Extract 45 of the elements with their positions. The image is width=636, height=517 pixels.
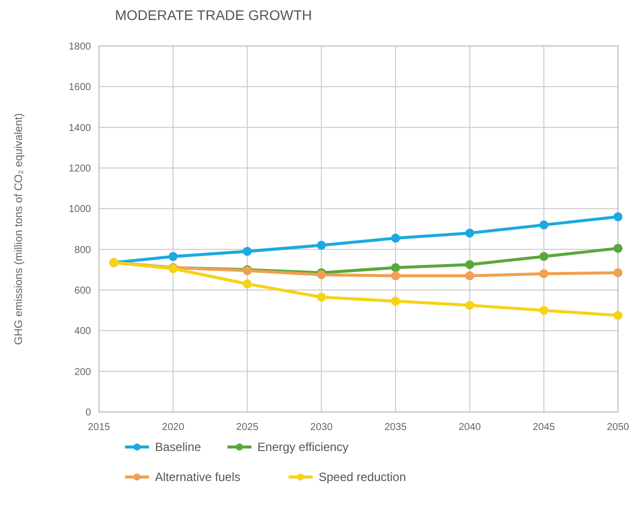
chart-title: MODERATE TRADE GROWTH xyxy=(115,7,312,23)
y-tick-label: 1600 xyxy=(68,82,92,94)
point xyxy=(539,306,548,315)
point xyxy=(316,240,326,250)
x-tick-label: 2020 xyxy=(162,422,185,433)
legend-label: Speed reduction xyxy=(318,470,406,484)
point xyxy=(242,279,252,288)
point xyxy=(168,252,178,261)
point xyxy=(391,296,400,306)
y-tick-label: 1800 xyxy=(68,42,92,52)
y-tick-label: 1000 xyxy=(68,204,92,216)
y-tick-label: 200 xyxy=(74,366,92,378)
point xyxy=(465,300,474,310)
point xyxy=(614,212,622,222)
point xyxy=(465,228,474,238)
point xyxy=(539,269,548,278)
x-tick-label: 2025 xyxy=(236,422,259,433)
point xyxy=(539,220,548,230)
x-tick-label: 2030 xyxy=(310,422,333,433)
y-tick-label: 600 xyxy=(74,286,92,296)
x-tick-label: 2045 xyxy=(532,422,556,433)
point xyxy=(391,234,400,243)
y-tick-label: 800 xyxy=(74,244,92,256)
point xyxy=(614,310,622,320)
legend-label: Energy efficiency xyxy=(257,440,349,454)
x-tick-label: 2040 xyxy=(458,422,482,433)
x-tick-label: 2035 xyxy=(384,422,408,433)
point xyxy=(614,244,622,253)
x-tick-label: 2050 xyxy=(606,422,630,433)
point xyxy=(316,292,326,302)
y-tick-label: 400 xyxy=(74,326,92,338)
y-axis-title: GHG emissions (million tons of CO₂ equivalent) xyxy=(13,113,25,345)
point xyxy=(465,260,474,270)
y-tick-label: 1200 xyxy=(68,164,92,174)
legend-label: Baseline xyxy=(155,440,202,454)
point xyxy=(465,271,474,280)
x-tick-label: 2015 xyxy=(88,422,111,433)
point xyxy=(614,268,622,278)
point xyxy=(391,271,400,280)
y-tick-label: 0 xyxy=(85,408,92,418)
legend-label: Alternative fuels xyxy=(155,470,240,484)
point xyxy=(242,246,252,256)
point xyxy=(391,263,400,272)
y-tick-label: 1400 xyxy=(68,122,92,134)
point xyxy=(539,252,548,261)
